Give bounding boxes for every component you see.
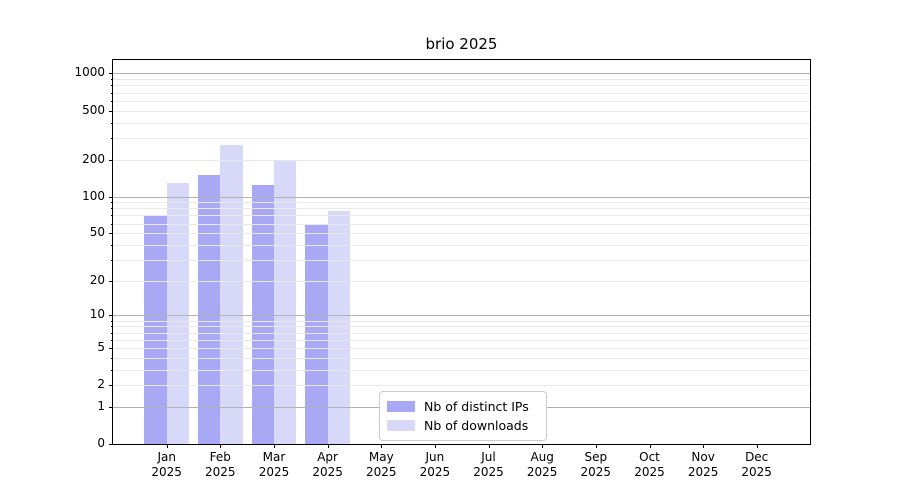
gridline-major (113, 73, 810, 75)
x-tick-label-dec: Dec 2025 (741, 450, 772, 479)
x-tick-mark (166, 444, 168, 448)
y-tick-mark (109, 159, 113, 161)
gridline-minor (113, 137, 810, 139)
y-tick-mark (109, 406, 113, 408)
bar-distinct-ips-apr (305, 223, 328, 444)
gridline-major (113, 315, 810, 317)
gridline-minor (113, 159, 810, 161)
x-tick-label-may: May 2025 (366, 450, 397, 479)
gridline-minor (113, 100, 810, 102)
x-tick-mark (381, 444, 383, 448)
gridline-minor (113, 85, 810, 87)
y-tick-mark (109, 347, 113, 349)
legend-swatch-distinct-ips (387, 401, 415, 412)
gridline-minor (113, 320, 810, 322)
x-tick-label-apr: Apr 2025 (312, 450, 343, 479)
x-tick-mark (220, 444, 222, 448)
gridline-minor (113, 233, 810, 235)
x-tick-mark (595, 444, 597, 448)
y-tick-label: 1000 (74, 65, 105, 80)
x-tick-label-nov: Nov 2025 (687, 450, 719, 479)
gridline-minor (113, 208, 810, 210)
y-tick-label: 2 (97, 377, 105, 392)
gridline-minor (113, 92, 810, 94)
x-tick-mark (756, 444, 758, 448)
y-tick-mark (109, 73, 113, 75)
x-tick-label-jan: Jan 2025 (151, 450, 182, 479)
x-tick-mark (542, 444, 544, 448)
y-tick-mark (109, 280, 113, 282)
gridline-minor (113, 244, 810, 246)
x-tick-label-sep: Sep 2025 (580, 450, 612, 479)
legend-swatch-downloads (387, 420, 415, 431)
y-tick-mark (109, 444, 113, 445)
gridline-minor (113, 357, 810, 359)
y-tick-label: 5 (97, 339, 105, 354)
legend-label-distinct-ips: Nb of distinct IPs (424, 399, 529, 414)
bar-distinct-ips-feb (198, 174, 221, 444)
x-tick-label-mar: Mar 2025 (258, 450, 290, 479)
gridline-minor (113, 110, 810, 112)
x-tick-label-jun: Jun 2025 (419, 450, 451, 479)
y-tick-label: 1 (97, 398, 105, 413)
gridline-minor (113, 332, 810, 334)
y-tick-label: 500 (82, 102, 105, 117)
gridline-minor (113, 202, 810, 204)
y-tick-label: 20 (89, 272, 105, 287)
gridline-minor (113, 385, 810, 387)
x-tick-label-feb: Feb 2025 (205, 450, 236, 479)
y-tick-label: 50 (89, 225, 105, 240)
x-tick-label-oct: Oct 2025 (634, 450, 665, 479)
gridline-minor (113, 369, 810, 371)
bar-downloads-mar (273, 160, 297, 444)
gridline-minor (113, 259, 810, 261)
gridline-minor (113, 326, 810, 328)
gridline-minor (113, 79, 810, 81)
x-tick-label-jul: Jul 2025 (473, 450, 504, 479)
x-tick-mark (649, 444, 651, 448)
gridline-minor (113, 339, 810, 341)
y-tick-label: 100 (82, 188, 105, 203)
gridline-minor (113, 223, 810, 225)
gridline-major (113, 196, 810, 198)
gridline-minor (113, 280, 810, 282)
y-tick-label: 200 (82, 151, 105, 166)
gridline-minor (113, 215, 810, 217)
y-tick-mark (109, 233, 113, 235)
y-tick-mark (109, 315, 113, 317)
y-tick-mark (109, 385, 113, 387)
bar-distinct-ips-jan (144, 215, 167, 444)
bar-downloads-jan (166, 183, 189, 444)
x-tick-mark (327, 444, 329, 448)
legend-item-distinct-ips: Nb of distinct IPs (380, 399, 546, 414)
gridline-minor (113, 122, 810, 124)
legend-item-downloads: Nb of downloads (380, 418, 546, 433)
x-tick-mark (703, 444, 705, 448)
x-tick-mark (434, 444, 436, 448)
x-tick-mark (488, 444, 490, 448)
bar-downloads-apr (327, 211, 350, 444)
x-tick-mark (274, 444, 275, 448)
legend: Nb of distinct IPs Nb of downloads (379, 391, 547, 441)
y-tick-label: 0 (97, 436, 105, 450)
chart-title: brio 2025 (425, 35, 498, 53)
x-tick-label-aug: Aug 2025 (526, 450, 558, 479)
plot-area: Nb of distinct IPs Nb of downloads (112, 59, 811, 445)
y-tick-mark (109, 196, 113, 198)
y-tick-label: 10 (89, 307, 105, 322)
legend-label-downloads: Nb of downloads (424, 418, 529, 433)
bar-distinct-ips-mar (251, 185, 274, 444)
y-tick-mark (109, 110, 113, 112)
gridline-minor (113, 347, 810, 349)
bar-downloads-feb (220, 144, 243, 444)
